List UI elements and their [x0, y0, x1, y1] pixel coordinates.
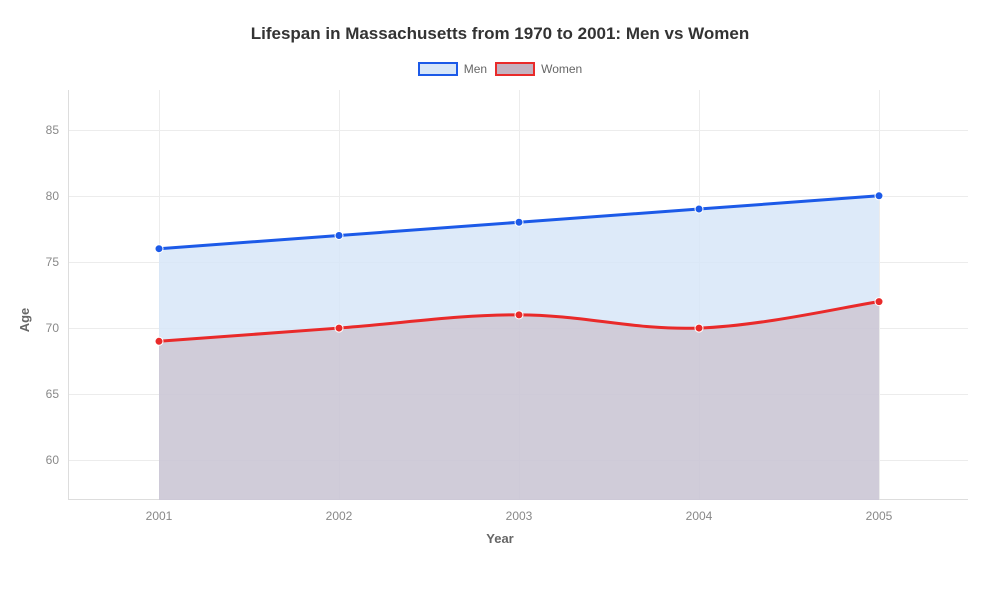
- data-point: [515, 311, 523, 319]
- x-tick-label: 2001: [146, 509, 173, 523]
- legend-item-women: Women: [495, 62, 582, 76]
- data-point: [695, 324, 703, 332]
- legend: Men Women: [0, 62, 1000, 76]
- data-point: [335, 231, 343, 239]
- x-tick-label: 2003: [506, 509, 533, 523]
- y-tick-label: 60: [46, 453, 59, 467]
- y-axis-label: Age: [17, 308, 32, 333]
- data-point: [515, 218, 523, 226]
- data-point: [155, 337, 163, 345]
- plot-area: 20012002200320042005606570758085: [68, 90, 968, 500]
- y-tick-label: 80: [46, 189, 59, 203]
- y-tick-label: 75: [46, 255, 59, 269]
- x-tick-label: 2002: [326, 509, 353, 523]
- y-tick-label: 85: [46, 123, 59, 137]
- plot-wrap: Age Year 2001200220032004200560657075808…: [0, 90, 1000, 550]
- data-point: [695, 205, 703, 213]
- series-svg: [69, 90, 969, 500]
- x-tick-label: 2004: [686, 509, 713, 523]
- data-point: [335, 324, 343, 332]
- chart-title: Lifespan in Massachusetts from 1970 to 2…: [0, 0, 1000, 44]
- lifespan-chart: Lifespan in Massachusetts from 1970 to 2…: [0, 0, 1000, 600]
- legend-swatch-women: [495, 62, 535, 76]
- y-tick-label: 65: [46, 387, 59, 401]
- x-tick-label: 2005: [866, 509, 893, 523]
- x-axis-label: Year: [486, 531, 513, 546]
- data-point: [155, 245, 163, 253]
- legend-item-men: Men: [418, 62, 487, 76]
- data-point: [875, 192, 883, 200]
- legend-swatch-men: [418, 62, 458, 76]
- data-point: [875, 298, 883, 306]
- y-tick-label: 70: [46, 321, 59, 335]
- legend-label-women: Women: [541, 62, 582, 76]
- legend-label-men: Men: [464, 62, 487, 76]
